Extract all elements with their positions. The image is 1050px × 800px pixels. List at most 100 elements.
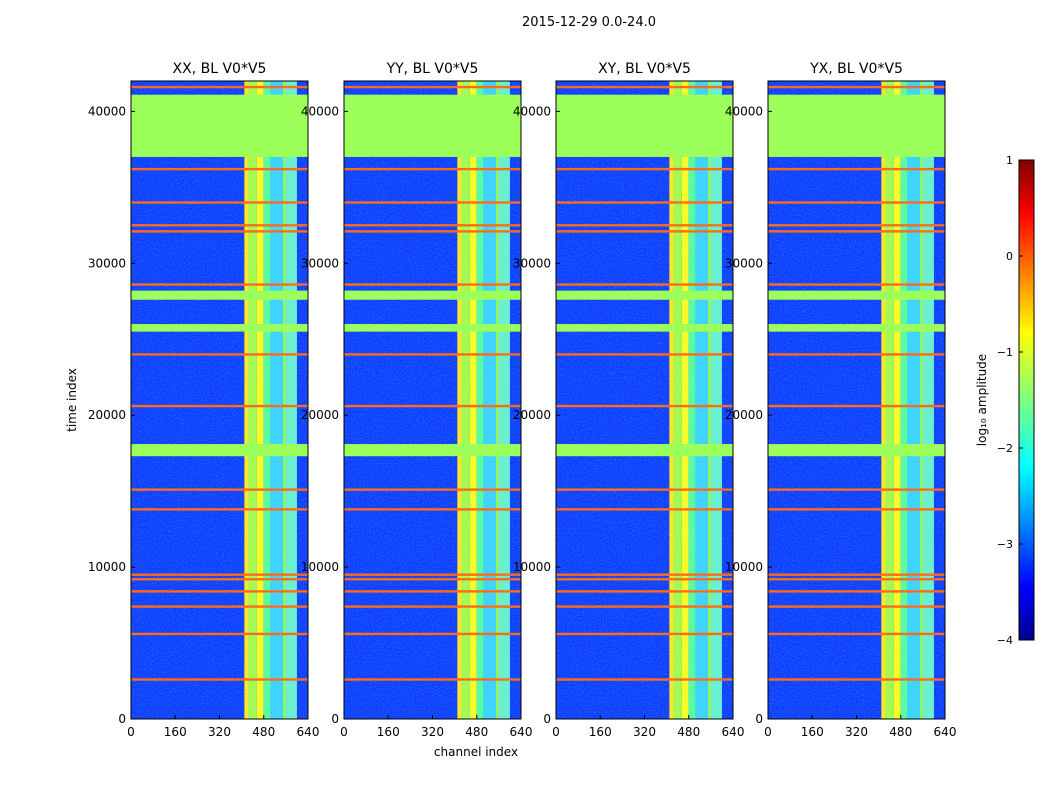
flag-block-3 (131, 324, 308, 332)
y-tick-label: 10000 (725, 560, 763, 574)
colorbar-ticks: 1 0 −1 −2 −3 −4 (997, 154, 1023, 647)
flag-line-3 (768, 201, 945, 204)
flag-block-4 (131, 444, 308, 457)
y-tick-label: 40000 (301, 104, 339, 118)
flag-line-1 (344, 85, 521, 89)
y-tick-label: 10000 (513, 560, 551, 574)
channel-band-stripe-5 (695, 81, 709, 719)
x-tick-label: 480 (465, 725, 488, 739)
x-tick-label: 0 (340, 725, 348, 739)
channel-band-stripe-6 (283, 81, 286, 719)
flag-line-11 (768, 573, 945, 576)
y-tick-label: 30000 (301, 256, 339, 270)
channel-band-stripe-5 (907, 81, 921, 719)
y-tick-label: 30000 (88, 256, 126, 270)
flag-line-12 (768, 578, 945, 581)
flag-line-15 (131, 632, 308, 636)
flag-line-6 (768, 283, 945, 286)
colorbar-tick-label: −3 (997, 538, 1013, 551)
flag-line-13 (131, 590, 308, 593)
flag-line-7 (131, 353, 308, 356)
panel-title: XX, BL V0*V5 (173, 61, 267, 77)
flag-line-6 (344, 283, 521, 286)
flag-line-13 (556, 590, 733, 593)
flag-line-7 (556, 353, 733, 356)
y-tick-label: 20000 (301, 408, 339, 422)
x-tick-label: 160 (801, 725, 824, 739)
flag-line-14 (344, 605, 521, 608)
heatmap-panel-3: XY, BL V0*V5 0 160 320 480 640 0 10000 20000 3000… (513, 61, 745, 739)
flag-line-7 (344, 353, 521, 356)
y-tick-label: 40000 (725, 104, 763, 118)
flag-line-9 (131, 488, 308, 491)
panel-title: YX, BL V0*V5 (809, 61, 903, 77)
y-tick-label: 20000 (513, 408, 551, 422)
flag-line-15 (768, 632, 945, 636)
flag-line-5 (768, 230, 945, 233)
flag-line-6 (556, 283, 733, 286)
heatmap-panel-2: YY, BL V0*V5 0 160 320 480 640 0 10000 20000 3000… (301, 61, 533, 739)
channel-band-texture (244, 81, 271, 719)
y-tick-label: 20000 (88, 408, 126, 422)
colorbar-gradient (1018, 159, 1035, 641)
flag-line-8 (131, 404, 308, 408)
x-tick-label: 0 (764, 725, 772, 739)
flag-line-11 (131, 573, 308, 576)
colorbar-tick-label: −1 (997, 346, 1013, 359)
flag-block-1 (556, 94, 733, 157)
flag-line-2 (768, 167, 945, 171)
y-tick-label: 10000 (301, 560, 339, 574)
flag-line-14 (768, 605, 945, 608)
y-tick-label: 20000 (725, 408, 763, 422)
flag-line-9 (768, 488, 945, 491)
y-axis-label: time index (65, 368, 79, 432)
y-tick-label: 30000 (513, 256, 551, 270)
flag-line-8 (768, 404, 945, 408)
flag-block-4 (556, 444, 733, 457)
channel-band-texture (669, 81, 696, 719)
flag-line-6 (131, 283, 308, 286)
colorbar-tick-label: −4 (997, 634, 1013, 647)
flag-line-1 (131, 85, 308, 89)
flag-line-7 (768, 353, 945, 356)
x-tick-label: 0 (552, 725, 560, 739)
channel-band-stripe-5 (483, 81, 497, 719)
flag-block-1 (344, 94, 521, 157)
x-tick-label: 0 (127, 725, 135, 739)
flag-line-15 (556, 632, 733, 636)
y-tick-label: 10000 (88, 560, 126, 574)
x-tick-label: 160 (377, 725, 400, 739)
flag-line-4 (131, 224, 308, 227)
x-axis-label: channel index (434, 745, 518, 759)
flag-line-10 (556, 508, 733, 511)
flag-line-3 (131, 201, 308, 204)
flag-line-9 (556, 488, 733, 491)
channel-band-stripe-7 (710, 81, 722, 719)
x-tick-label: 160 (589, 725, 612, 739)
colorbar-tick-label: 1 (1006, 154, 1013, 167)
flag-line-10 (768, 508, 945, 511)
flag-line-15 (344, 632, 521, 636)
flag-block-3 (768, 324, 945, 332)
x-tick-label: 480 (677, 725, 700, 739)
flag-line-5 (344, 230, 521, 233)
y-tick-label: 30000 (725, 256, 763, 270)
channel-band-stripe-7 (285, 81, 297, 719)
panel-title: YY, BL V0*V5 (386, 61, 479, 77)
flag-line-1 (768, 85, 945, 89)
heatmap-panel-1: XX, BL V0*V5 0 160 320 480 640 0 10000 20000 3000… (88, 61, 320, 739)
flag-line-5 (131, 230, 308, 233)
y-tick-label: 0 (331, 712, 339, 726)
flag-line-11 (344, 573, 521, 576)
flag-block-2 (344, 290, 521, 300)
flag-block-1 (131, 94, 308, 157)
x-tick-label: 320 (845, 725, 868, 739)
x-tick-label: 640 (722, 725, 745, 739)
figure-suptitle: 2015-12-29 0.0-24.0 (522, 15, 656, 30)
flag-line-16 (131, 678, 308, 681)
x-tick-label: 480 (889, 725, 912, 739)
flag-line-16 (556, 678, 733, 681)
y-tick-label: 40000 (513, 104, 551, 118)
x-tick-label: 320 (633, 725, 656, 739)
